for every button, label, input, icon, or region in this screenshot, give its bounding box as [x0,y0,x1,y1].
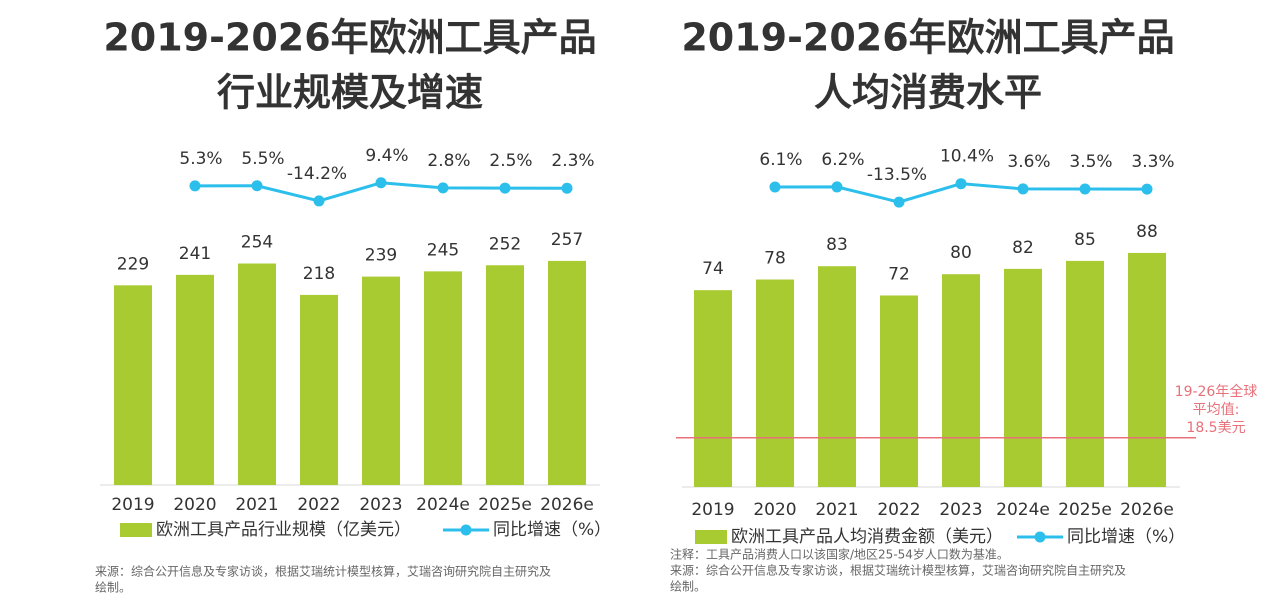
line-point [561,182,573,194]
note: 来源：综合公开信息及专家访谈，根据艾瑞统计模型核算，艾瑞咨询研究院自主研究及 [670,563,1126,578]
line-point [313,195,325,207]
bar [548,260,586,485]
bar-label: 85 [1074,230,1096,250]
bar [486,265,524,485]
line-point [1017,183,1029,195]
line-point [831,181,843,193]
bar-label: 80 [950,243,972,263]
x-tick-label: 2023 [939,500,982,520]
bar-label: 74 [702,259,724,279]
x-tick-label: 2020 [753,500,796,520]
line-point [499,182,511,194]
bar [114,285,152,485]
legend-swatch [695,530,727,544]
bar-label: 83 [826,235,848,255]
bar-label: 82 [1012,238,1034,258]
note: 绘制。 [670,579,706,594]
note: 来源：综合公开信息及专家访谈，根据艾瑞统计模型核算，艾瑞咨询研究院自主研究及 [95,564,551,579]
line-point [769,181,781,193]
bar [238,263,276,485]
x-tick-label: 2019 [691,500,734,520]
x-tick-label: 2021 [815,500,858,520]
legend-label: 同比增速（%） [1067,527,1185,547]
line-label: 2.3% [551,151,594,171]
line-point [1079,183,1091,195]
legend-marker [460,524,472,536]
x-tick-label: 2025e [478,495,532,515]
line-label: 2.5% [489,151,532,171]
legend-label: 同比增速（%） [493,520,611,540]
chart-title: 人均消费水平 [814,71,1042,115]
chart-title: 2019-2026年欧洲工具产品 [681,16,1174,60]
bar [1066,260,1104,487]
bar-label: 254 [241,233,273,253]
x-tick-label: 2019 [111,495,154,515]
x-tick-label: 2020 [173,495,216,515]
chart-title: 行业规模及增速 [217,71,483,115]
bar-label: 218 [303,264,335,284]
bar-label: 78 [764,249,786,269]
line-point [893,196,905,208]
bar-label: 72 [888,264,910,284]
line-label: 6.2% [821,150,864,170]
note: 绘制。 [95,580,131,595]
x-tick-label: 2023 [359,495,402,515]
x-tick-label: 2026e [1120,500,1174,520]
line-label: -13.5% [867,165,927,185]
bar [424,271,462,485]
line-point [189,180,201,192]
legend-label: 欧洲工具产品人均消费金额（美元） [731,527,1003,547]
reference-label: 平均值: [1193,402,1240,418]
bar-label: 239 [365,246,397,266]
x-tick-label: 2024e [416,495,470,515]
legend-marker [1034,531,1046,543]
bar-label: 88 [1136,222,1158,242]
reference-label: 18.5美元 [1186,420,1245,436]
x-tick-label: 2022 [877,500,920,520]
chart-title: 2019-2026年欧洲工具产品 [103,16,596,60]
bar [818,266,856,487]
bar [362,276,400,485]
reference-label: 19-26年全球 [1175,383,1258,400]
bar-label: 245 [427,240,459,260]
line-label: 3.6% [1007,152,1050,172]
x-tick-label: 2026e [540,495,594,515]
line-label: -14.2% [287,164,347,184]
bar-label: 252 [489,234,521,254]
line-label: 5.5% [241,149,284,169]
x-tick-label: 2021 [235,495,278,515]
line-point [375,177,387,189]
bar-label: 257 [551,230,583,250]
bar [1004,268,1042,487]
x-tick-label: 2022 [297,495,340,515]
x-tick-label: 2024e [996,500,1050,520]
line-label: 6.1% [759,150,802,170]
legend-swatch [120,523,152,537]
line-label: 3.3% [1131,152,1174,172]
bar [176,274,214,485]
bar-label: 241 [179,244,211,264]
bar [1128,252,1166,487]
line-label: 2.8% [427,151,470,171]
legend-label: 欧洲工具产品行业规模（亿美元） [156,520,411,540]
line-point [955,178,967,190]
line-label: 10.4% [940,147,994,167]
line-label: 5.3% [179,149,222,169]
bar [880,295,918,487]
line-point [1141,183,1153,195]
line-point [251,180,263,192]
line-label: 3.5% [1069,152,1112,172]
bar-label: 229 [117,254,149,274]
bar [694,290,732,487]
bar [756,279,794,487]
x-tick-label: 2025e [1058,500,1112,520]
bar [300,294,338,485]
note: 注释：工具产品消费人口以该国家/地区25-54岁人口数为基准。 [670,547,1009,562]
bar [942,274,980,487]
line-label: 9.4% [365,146,408,166]
line-point [437,182,449,194]
